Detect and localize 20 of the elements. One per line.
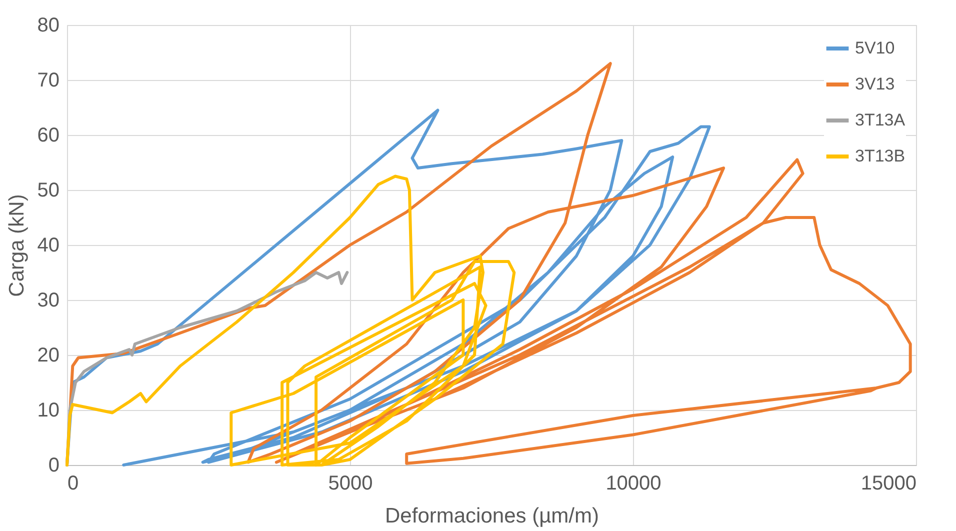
x-tick-label: 0 (68, 472, 79, 494)
y-tick-label: 30 (37, 290, 60, 312)
y-tick-label: 40 (37, 234, 60, 256)
legend-label: 5V10 (855, 38, 895, 58)
y-tick-label: 10 (37, 400, 60, 422)
x-axis-title: Deformaciones (µm/m) (385, 504, 599, 528)
legend-label: 3V13 (855, 74, 895, 94)
y-tick-label: 20 (37, 344, 60, 366)
y-axis-title: Carga (kN) (5, 194, 28, 297)
y-tick-label: 70 (37, 70, 60, 92)
x-tick-label: 15000 (860, 472, 916, 494)
y-tick-label: 80 (37, 14, 60, 36)
x-tick-label: 5000 (328, 472, 373, 494)
legend-label: 3T13B (855, 146, 906, 166)
x-tick-label: 10000 (606, 472, 662, 494)
line-series (66, 174, 516, 466)
y-tick-label: 0 (48, 454, 60, 476)
y-tick-label: 50 (37, 180, 60, 202)
y-tick-label: 60 (37, 124, 60, 146)
legend-label: 3T13A (855, 110, 906, 130)
